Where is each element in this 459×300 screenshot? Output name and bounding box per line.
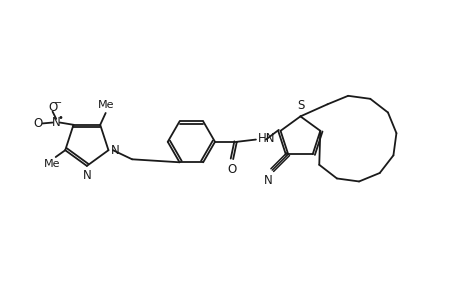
- Text: N: N: [111, 144, 119, 157]
- Text: −: −: [54, 98, 62, 108]
- Text: O: O: [227, 163, 236, 176]
- Text: N: N: [52, 116, 61, 129]
- Text: •: •: [58, 113, 63, 123]
- Text: Me: Me: [44, 159, 61, 169]
- Text: Me: Me: [97, 100, 114, 110]
- Text: O: O: [48, 101, 57, 115]
- Text: O: O: [34, 117, 43, 130]
- Text: HN: HN: [257, 132, 275, 145]
- Text: N: N: [263, 174, 272, 187]
- Text: S: S: [296, 99, 303, 112]
- Text: N: N: [82, 169, 91, 182]
